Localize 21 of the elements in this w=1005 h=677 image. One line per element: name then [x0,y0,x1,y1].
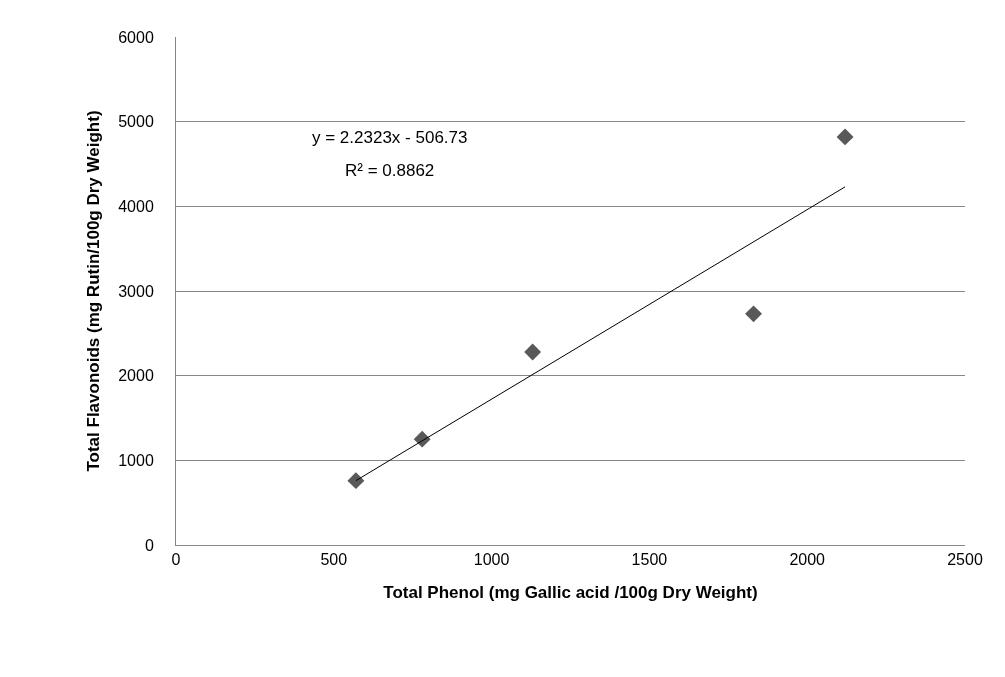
point [836,128,854,146]
x-tick-label: 500 [320,551,348,569]
point [347,472,365,490]
y-tick-label: 6000 [118,28,154,46]
y-tick-label: 2000 [118,367,154,385]
y-tick-label: 5000 [118,113,154,131]
x-tick-label: 0 [171,551,181,569]
y-axis-title: Total Flavonoids (mg Rutin/100g Dry Weight) [83,110,103,472]
x-axis-title: Total Phenol (mg Gallic acid /100g Dry Weight) [383,582,758,602]
y-tick-label: 4000 [118,197,154,215]
x-tick-label: 1500 [631,551,668,569]
annotation: R² = 0.8862 [345,161,435,180]
x-tick-label: 2500 [947,551,983,569]
point [745,305,762,323]
y-tick-label: 1000 [118,451,154,469]
x-tick-label: 2000 [789,551,826,569]
x-tick-label: 1000 [473,551,510,569]
point [524,343,542,361]
y-tick-label: 0 [144,536,154,554]
annotation: y = 2.2323x - 506.73 [312,128,468,147]
y-tick-label: 3000 [118,282,154,300]
